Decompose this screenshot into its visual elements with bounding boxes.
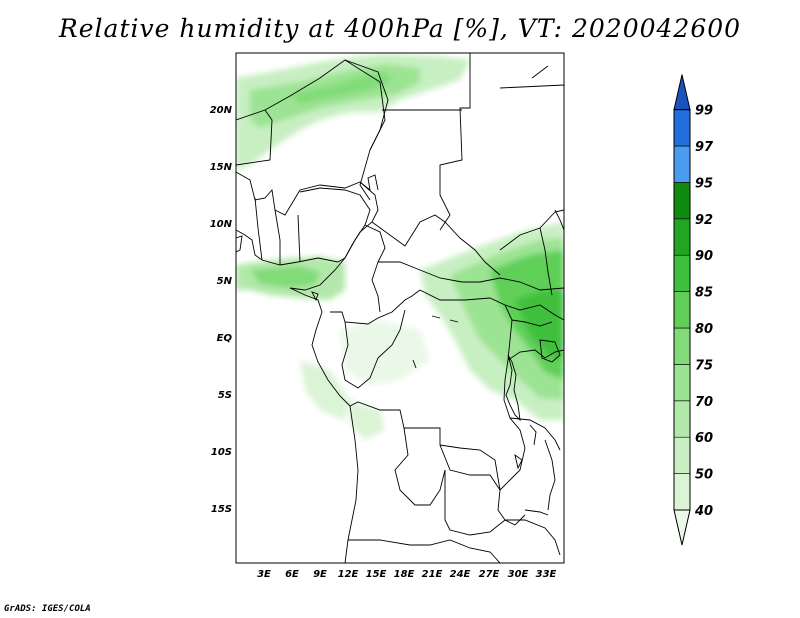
lon-axis: 3E 6E 9E 12E 15E 18E 21E 24E 27E 30E 33E: [257, 569, 556, 580]
shading-north-peak: [290, 72, 392, 104]
lat-label: 15N: [210, 162, 233, 173]
shading-congo: [340, 320, 430, 385]
colorbar-label: 90: [695, 249, 713, 264]
colorbar-swatch: [673, 74, 691, 111]
lon-label: 9E: [313, 569, 327, 580]
map-frame: [235, 52, 565, 564]
map-title: Relative humidity at 400hPa [%], VT: 202…: [58, 14, 742, 43]
colorbar-label: 70: [695, 395, 713, 410]
lat-label: 5N: [217, 276, 233, 287]
shading-east-max: [515, 290, 564, 360]
lat-label: 5S: [218, 390, 232, 401]
lon-label: 12E: [338, 569, 359, 580]
colorbar-swatch: [673, 254, 691, 292]
lat-label: 15S: [211, 504, 232, 515]
colorbar-swatch: [673, 109, 691, 147]
lat-axis: 20N 15N 10N 5N EQ 5S 10S 15S: [210, 105, 233, 515]
colorbar-swatch: [673, 145, 691, 183]
lon-label: 21E: [422, 569, 443, 580]
colorbar-swatch: [673, 473, 691, 511]
lon-label: 30E: [508, 569, 529, 580]
colorbar-label: 92: [695, 213, 713, 228]
lon-label: 6E: [285, 569, 299, 580]
colorbar-label: 95: [695, 176, 713, 191]
colorbar-swatch: [673, 364, 691, 402]
colorbar: 40 50 60 70 75 80 85 90 92 95 97 99: [673, 74, 714, 546]
colorbar-swatch: [673, 291, 691, 329]
lat-label: EQ: [217, 333, 233, 344]
colorbar-label: 60: [695, 431, 713, 446]
colorbar-swatch: [673, 182, 691, 220]
shading-coast: [300, 360, 350, 420]
grads-credit: GrADS: IGES/COLA: [4, 604, 91, 614]
lon-label: 27E: [479, 569, 500, 580]
colorbar-outline: [673, 109, 691, 511]
colorbar-swatch: [673, 327, 691, 365]
colorbar-label: 99: [695, 104, 713, 119]
colorbar-label: 80: [695, 322, 713, 337]
lon-label: 3E: [257, 569, 271, 580]
shading-guinea-core: [250, 266, 320, 288]
colorbar-label: 97: [695, 140, 714, 155]
colorbar-swatch: [673, 436, 691, 474]
colorbar-label: 50: [695, 468, 713, 483]
lat-label: 10S: [211, 447, 232, 458]
colorbar-swatch: [673, 400, 691, 438]
colorbar-label: 85: [695, 286, 713, 301]
lat-label: 10N: [210, 219, 233, 230]
shading-angola: [350, 400, 385, 440]
lon-label: 24E: [450, 569, 471, 580]
lon-label: 15E: [366, 569, 387, 580]
colorbar-label: 40: [694, 504, 713, 519]
lon-label: 18E: [394, 569, 415, 580]
colorbar-swatch: [673, 218, 691, 256]
lat-label: 20N: [210, 105, 233, 116]
colorbar-label: 75: [695, 358, 713, 373]
colorbar-swatch: [673, 509, 691, 546]
lon-label: 33E: [536, 569, 557, 580]
country-borders: [236, 53, 564, 563]
